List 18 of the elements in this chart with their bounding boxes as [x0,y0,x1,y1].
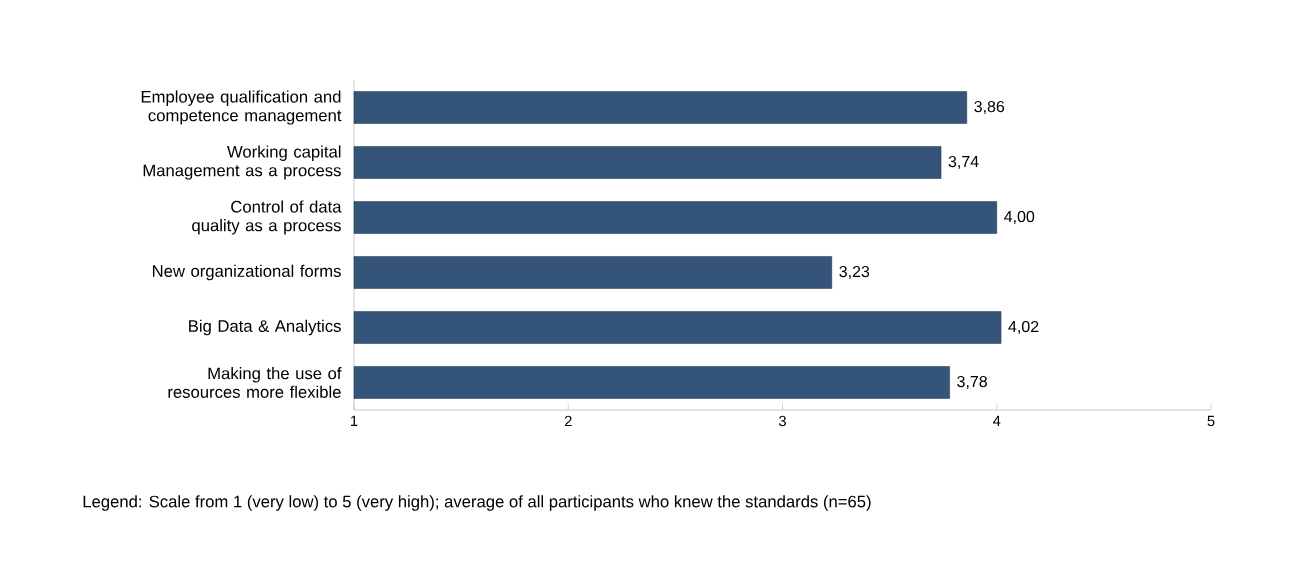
x-tick-label: 4 [993,415,1001,426]
y-tick-label: Control of data quality as a process [192,200,342,235]
x-tick-label: 2 [564,415,572,427]
y-tick-label: Working capital Management as a process [143,145,341,180]
y-tick-label: Employee qualification and competence management [141,90,342,125]
data-label: 3,86 [974,100,1005,115]
y-tick-label: Big Data & Analytics [189,319,341,336]
data-label: 4,00 [1004,210,1035,225]
data-label: 4,02 [1008,320,1039,335]
y-tick-label: New organizational forms [152,264,341,281]
data-label: 3,74 [948,155,979,170]
x-tick-label: 1 [351,415,358,426]
data-label: 3,78 [957,375,987,390]
data-label: 3,23 [839,265,870,280]
text: Legend: Scale from 1 (very low) to 5 (very high); average of all participants who knew the standards (n=65) [83,495,871,511]
y-tick-label: Making the use of resources more flexible [168,367,342,398]
x-tick-label: 5 [1207,415,1215,427]
x-tick-label: 3 [778,415,786,427]
